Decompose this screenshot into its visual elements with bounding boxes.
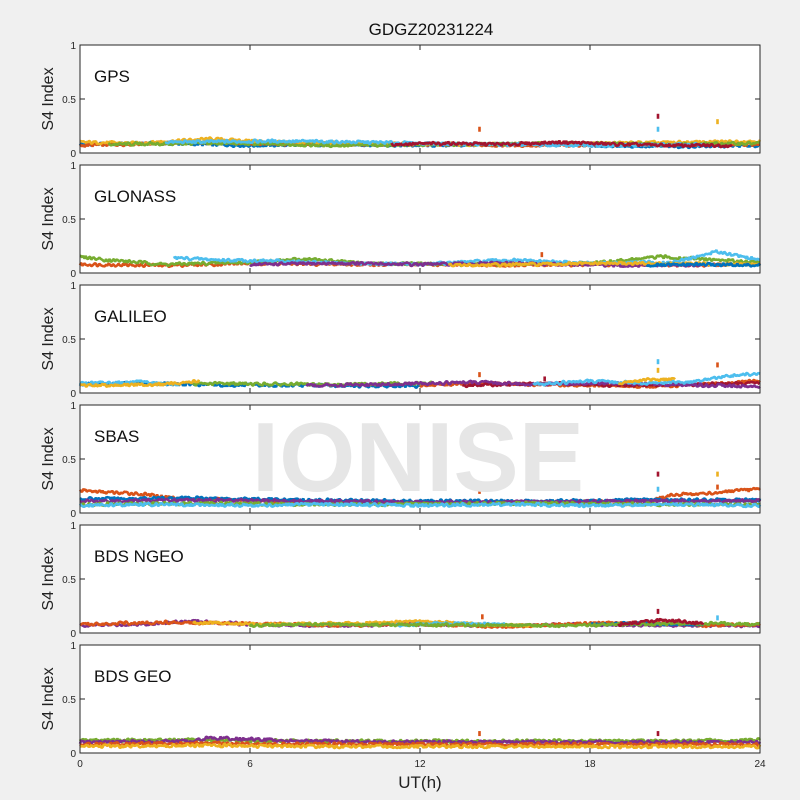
spike-point	[656, 367, 660, 373]
x-tick-label: 6	[247, 759, 253, 770]
panel-plot-area	[80, 45, 760, 153]
y-axis-label: S4 Index	[40, 547, 57, 610]
panel-plot-area	[80, 525, 760, 633]
spike-point	[656, 471, 660, 477]
y-tick-label: 0	[70, 389, 76, 400]
spike-point	[656, 608, 660, 614]
y-tick-label: 1	[70, 641, 76, 652]
y-axis-label: S4 Index	[40, 667, 57, 730]
panel-plot-area	[80, 645, 760, 753]
series-track	[79, 379, 201, 388]
spike-point	[478, 372, 481, 378]
panels-group: 0 0.5 1 S4 Index GPS 0 0.5 1 S4 Index GLONASS 0 0.5…	[40, 41, 762, 760]
spike-point	[481, 614, 484, 620]
y-tick-label: 0	[70, 509, 76, 520]
series-track	[390, 140, 733, 149]
panel-sbas: 0 0.5 1 S4 Index SBAS	[40, 401, 762, 520]
constellation-label: GLONASS	[94, 187, 176, 206]
panel-plot-area	[80, 165, 760, 273]
panel-bds-geo: 0 0.5 1 S4 Index BDS GEO	[40, 641, 762, 760]
series-track	[532, 371, 761, 387]
y-tick-label: 0	[70, 629, 76, 640]
y-axis-label: S4 Index	[40, 427, 57, 490]
constellation-label: GALILEO	[94, 307, 167, 326]
x-tick-label: 18	[584, 759, 596, 770]
y-tick-label: 1	[70, 401, 76, 412]
series-track	[79, 742, 762, 750]
y-tick-label: 0.5	[62, 575, 76, 586]
spike-point	[478, 731, 481, 737]
spike-point	[716, 484, 719, 490]
y-tick-label: 0.5	[62, 695, 76, 706]
y-tick-label: 0.5	[62, 455, 76, 466]
y-tick-label: 0	[70, 749, 76, 760]
y-tick-label: 0.5	[62, 335, 76, 346]
y-tick-label: 0.5	[62, 95, 76, 106]
x-tick-label: 12	[414, 759, 426, 770]
spike-point	[716, 471, 719, 477]
constellation-label: BDS NGEO	[94, 547, 184, 566]
series-track	[618, 376, 676, 386]
panel-plot-area	[80, 285, 760, 393]
spike-point	[716, 362, 719, 368]
y-axis-label: S4 Index	[40, 187, 57, 250]
y-tick-label: 1	[70, 41, 76, 52]
panel-bds-ngeo: 0 0.5 1 S4 Index BDS NGEO	[40, 521, 761, 640]
x-axis-ticks: 0 6 12 18 24	[77, 759, 766, 770]
spike-point	[656, 126, 660, 132]
y-tick-label: 0.5	[62, 215, 76, 226]
constellation-label: GPS	[94, 67, 130, 86]
series-track	[192, 380, 434, 388]
spike-point	[543, 376, 546, 382]
figure-title: GDGZ20231224	[369, 20, 494, 39]
x-tick-label: 0	[77, 759, 83, 770]
constellation-label: SBAS	[94, 427, 139, 446]
spike-point	[540, 252, 544, 258]
y-tick-label: 1	[70, 281, 76, 292]
y-tick-label: 1	[70, 161, 76, 172]
series-track	[78, 501, 762, 509]
constellation-label: BDS GEO	[94, 667, 171, 686]
spike-point	[656, 486, 660, 492]
spike-point	[478, 488, 481, 494]
panel-glonass: 0 0.5 1 S4 Index GLONASS	[40, 161, 762, 280]
x-tick-label: 24	[754, 759, 766, 770]
y-tick-label: 0	[70, 269, 76, 280]
spike-point	[656, 731, 660, 737]
series-track	[79, 740, 761, 748]
panel-plot-area	[80, 405, 760, 513]
watermark: IONISE	[252, 402, 584, 512]
panel-galileo: 0 0.5 1 S4 Index GALILEO	[40, 281, 761, 400]
panel-gps: 0 0.5 1 S4 Index GPS	[40, 41, 762, 160]
spike-point	[716, 119, 719, 125]
series-track	[645, 261, 762, 268]
spike-point	[656, 113, 660, 119]
x-axis-label: UT(h)	[398, 773, 441, 792]
y-axis-label: S4 Index	[40, 67, 57, 130]
y-axis-label: S4 Index	[40, 307, 57, 370]
y-tick-label: 1	[70, 521, 76, 532]
spike-point	[656, 359, 660, 365]
spike-point	[716, 615, 719, 621]
y-tick-label: 0	[70, 149, 76, 160]
series-track	[617, 617, 705, 628]
spike-point	[478, 126, 481, 132]
